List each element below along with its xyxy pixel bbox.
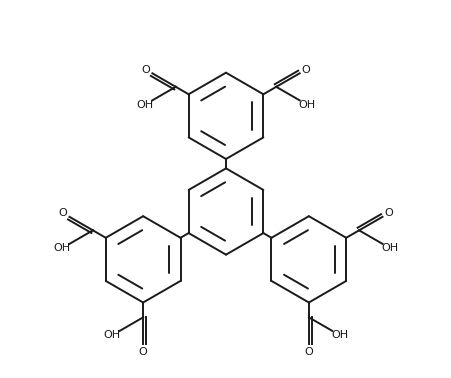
Text: OH: OH xyxy=(331,330,348,340)
Text: OH: OH xyxy=(298,100,315,110)
Text: O: O xyxy=(304,347,313,357)
Text: O: O xyxy=(59,208,67,218)
Text: O: O xyxy=(384,208,392,218)
Text: O: O xyxy=(138,347,147,357)
Text: OH: OH xyxy=(103,330,120,340)
Text: OH: OH xyxy=(53,243,70,253)
Text: OH: OH xyxy=(136,100,153,110)
Text: OH: OH xyxy=(381,243,398,253)
Text: O: O xyxy=(301,65,310,74)
Text: O: O xyxy=(141,65,150,74)
